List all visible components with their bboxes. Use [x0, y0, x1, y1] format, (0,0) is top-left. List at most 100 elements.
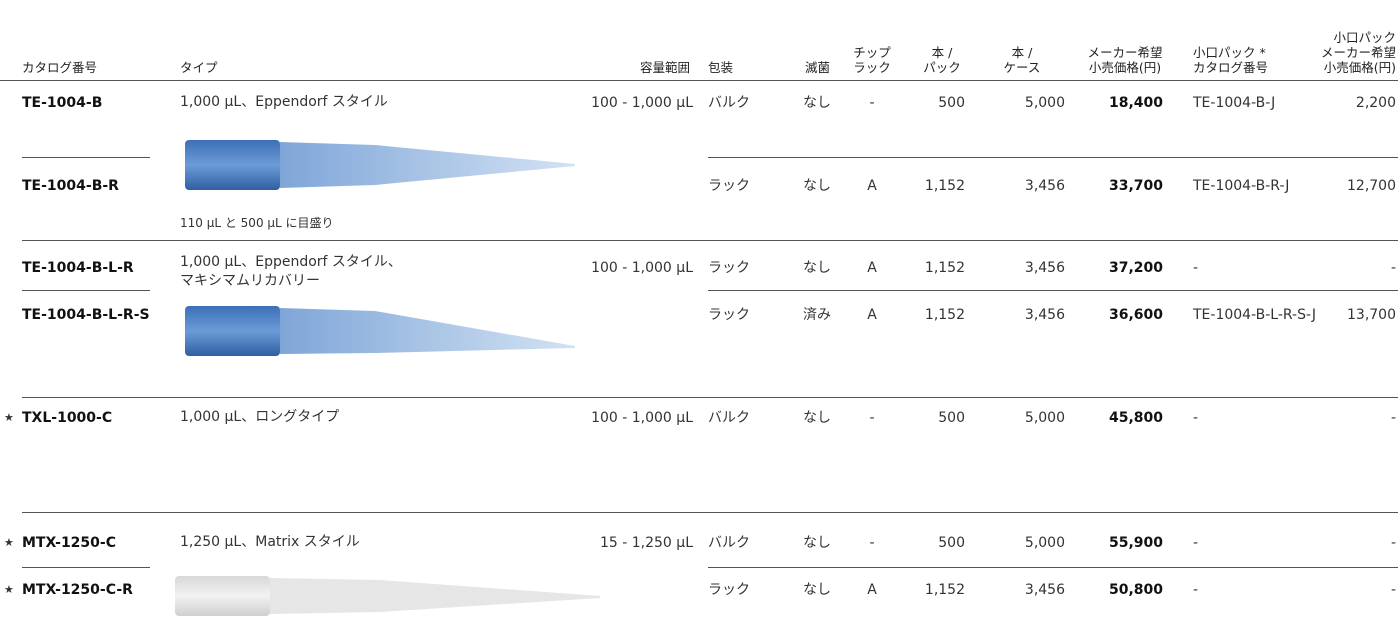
type: マキシマムリカバリー: [180, 273, 320, 289]
blue-tip: [185, 306, 575, 356]
packaging: ラック: [708, 307, 750, 323]
catalog: TE-1004-B-L-R: [22, 260, 134, 276]
clear-tip: [175, 576, 600, 616]
rack: -: [869, 410, 875, 426]
sterile: なし: [803, 260, 831, 276]
type: 1,000 µL、Eppendorf スタイル、: [180, 254, 402, 270]
per-pack: 1,152: [924, 260, 965, 276]
column-header: カタログ番号: [22, 60, 98, 75]
range: 100 - 1,000 µL: [591, 95, 693, 111]
rack: -: [869, 95, 875, 111]
column-header: チップ: [853, 45, 891, 60]
separator: [708, 567, 1398, 568]
small-catalog: -: [1193, 582, 1199, 598]
separator: [22, 512, 1398, 513]
price: 55,900: [1108, 535, 1163, 551]
type: 1,250 µL、Matrix スタイル: [180, 534, 360, 550]
blue-tip: [185, 140, 575, 190]
catalog: MTX-1250-C: [22, 535, 116, 551]
small-catalog: TE-1004-B-J: [1193, 95, 1276, 111]
type: 1,000 µL、Eppendorf スタイル: [180, 94, 388, 110]
small-price: 13,700: [1347, 307, 1396, 323]
column-header: メーカー希望: [1087, 45, 1163, 60]
rack: A: [867, 178, 877, 194]
column-header: タイプ: [180, 60, 218, 75]
separator: [22, 157, 150, 158]
separator: [22, 240, 1398, 241]
column-header: 容量範囲: [639, 60, 690, 75]
per-case: 3,456: [1024, 307, 1065, 323]
catalog: MTX-1250-C-R: [22, 582, 133, 598]
sterile: なし: [803, 410, 831, 426]
small-catalog: -: [1193, 535, 1199, 551]
sterile: なし: [803, 178, 831, 194]
packaging: ラック: [708, 260, 750, 276]
sterile: 済み: [803, 307, 831, 323]
column-header: 滅菌: [804, 60, 830, 75]
per-case: 3,456: [1024, 260, 1065, 276]
rack: A: [867, 260, 877, 276]
column-header: 小売価格(円): [1088, 60, 1162, 75]
per-pack: 1,152: [924, 307, 965, 323]
rack: A: [867, 582, 877, 598]
per-pack: 500: [938, 95, 965, 111]
separator: [708, 157, 1398, 158]
column-header: パック: [923, 60, 961, 75]
catalog: TE-1004-B: [22, 95, 103, 111]
price: 33,700: [1108, 178, 1163, 194]
column-header: メーカー希望: [1320, 45, 1396, 60]
column-header: 包装: [708, 60, 734, 75]
price: 36,600: [1108, 307, 1163, 323]
separator: [0, 80, 1398, 81]
small-catalog: -: [1193, 410, 1199, 426]
column-header: カタログ番号: [1193, 60, 1269, 75]
packaging: ラック: [708, 178, 750, 194]
per-case: 5,000: [1024, 95, 1065, 111]
catalog: TE-1004-B-R: [22, 178, 119, 194]
rack: -: [869, 535, 875, 551]
price: 45,800: [1108, 410, 1163, 426]
sterile: なし: [803, 535, 831, 551]
catalog: TE-1004-B-L-R-S: [22, 307, 150, 323]
per-case: 3,456: [1024, 582, 1065, 598]
per-pack: 500: [938, 535, 965, 551]
per-pack: 500: [938, 410, 965, 426]
small-price: -: [1390, 260, 1396, 276]
range: 100 - 1,000 µL: [591, 410, 693, 426]
small-price: 2,200: [1355, 95, 1396, 111]
small-price: -: [1390, 410, 1396, 426]
price: 18,400: [1108, 95, 1163, 111]
small-price: -: [1390, 535, 1396, 551]
per-case: 5,000: [1024, 535, 1065, 551]
note: 110 µL と 500 µL に目盛り: [180, 216, 334, 230]
small-price: -: [1390, 582, 1396, 598]
separator: [22, 567, 150, 568]
separator: [22, 397, 1398, 398]
rack: A: [867, 307, 877, 323]
small-catalog: TE-1004-B-R-J: [1193, 178, 1290, 194]
per-pack: 1,152: [924, 582, 965, 598]
catalog: TXL-1000-C: [22, 410, 113, 426]
range: 100 - 1,000 µL: [591, 260, 693, 276]
separator: [22, 290, 150, 291]
packaging: バルク: [708, 535, 750, 551]
column-header: 小口パック *: [1193, 45, 1266, 60]
column-header: 本 /: [931, 45, 953, 60]
per-case: 5,000: [1024, 410, 1065, 426]
sterile: なし: [803, 582, 831, 598]
small-catalog: TE-1004-B-L-R-S-J: [1193, 307, 1316, 323]
price: 50,800: [1108, 582, 1163, 598]
column-header: 小口パック: [1333, 30, 1396, 45]
column-header: 本 /: [1011, 45, 1033, 60]
range: 15 - 1,250 µL: [599, 535, 693, 551]
per-case: 3,456: [1024, 178, 1065, 194]
small-catalog: -: [1193, 260, 1199, 276]
packaging: ラック: [708, 582, 750, 598]
star: ★: [4, 583, 14, 596]
separator: [708, 290, 1398, 291]
price: 37,200: [1108, 260, 1163, 276]
star: ★: [4, 536, 14, 549]
per-pack: 1,152: [924, 178, 965, 194]
